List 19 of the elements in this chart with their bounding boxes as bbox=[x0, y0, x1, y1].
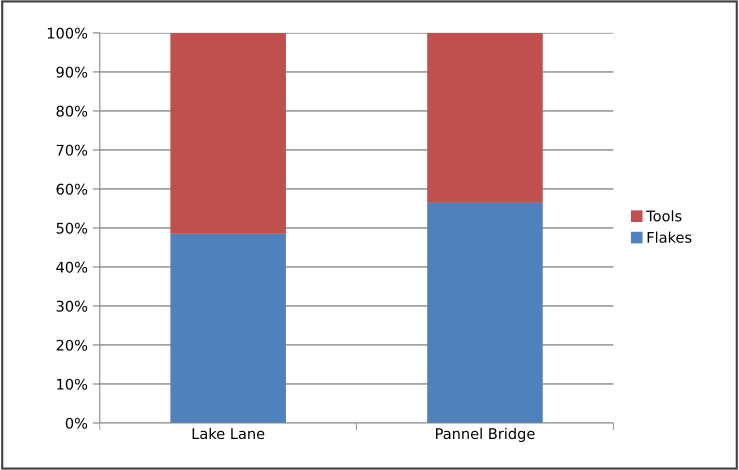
y-tick-label: 60% bbox=[56, 184, 88, 195]
bar bbox=[170, 32, 286, 234]
legend-label: Flakes bbox=[648, 232, 692, 243]
y-tick-label: 0% bbox=[66, 418, 88, 429]
y-tick-label: 20% bbox=[56, 340, 88, 351]
bar bbox=[427, 32, 543, 203]
bar bbox=[427, 202, 543, 423]
y-tick-label: 80% bbox=[56, 106, 88, 117]
y-tick-label: 100% bbox=[48, 28, 88, 39]
y-tick-label: 90% bbox=[56, 66, 88, 78]
y-tick-label: 50% bbox=[56, 222, 88, 234]
y-tick-label: 40% bbox=[56, 262, 88, 273]
x-tick-label: Pannel Bridge bbox=[436, 428, 535, 442]
y-tick-label: 10% bbox=[57, 378, 88, 390]
y-tick-label: 70% bbox=[56, 144, 88, 156]
bar bbox=[170, 234, 286, 423]
y-tick-label: 30% bbox=[56, 300, 88, 312]
legend-label: Tools bbox=[646, 210, 682, 222]
x-tick-label: Lake Lane bbox=[192, 428, 264, 440]
